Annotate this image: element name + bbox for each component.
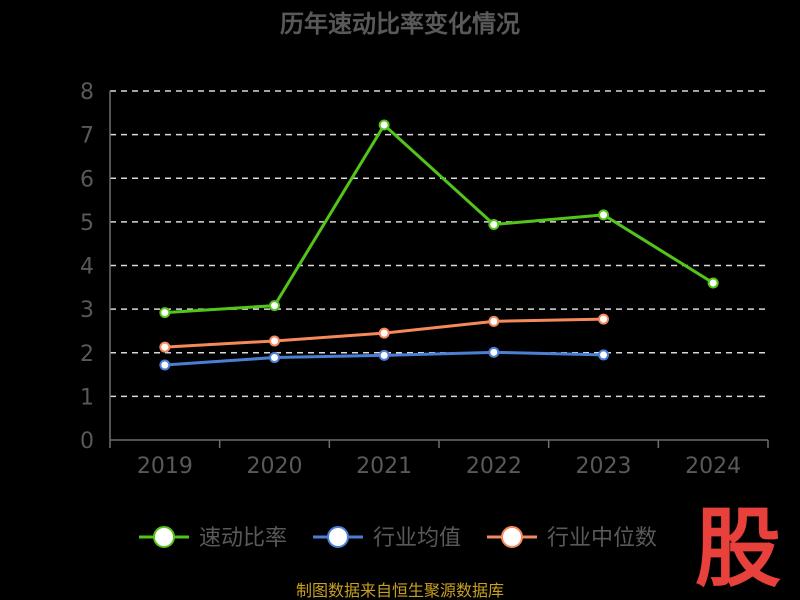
series-2 [159,346,609,371]
y-tick-label: 0 [80,429,94,454]
legend-item: 行业中位数 [487,526,657,551]
legend-marker [153,526,175,548]
data-point [378,327,390,339]
legend-item: 速动比率 [139,526,287,551]
data-point [488,218,500,230]
data-point [269,352,280,364]
legend-marker [501,526,523,548]
source-note: 制图数据来自恒生聚源数据库 [296,581,504,600]
data-point [378,349,390,361]
y-tick-label: 3 [80,298,94,323]
data-point [269,335,280,347]
y-tick-label: 4 [80,255,94,280]
series-layer [159,119,719,371]
y-axis-ticks: 0 1 2 3 4 5 6 7 8 [80,80,94,454]
x-tick-label: 2021 [356,454,412,479]
y-tick-label: 8 [80,80,94,105]
x-axis: 2019 2020 2021 2022 2023 2024 [109,91,769,479]
chart-title: 历年速动比率变化情况 [280,10,520,38]
series-line [164,123,714,315]
data-point [159,341,171,353]
data-point [598,349,609,361]
legend: 速动比率 行业均值 行业中位数 [139,526,657,551]
data-point [488,315,500,327]
legend-label: 速动比率 [199,526,287,551]
data-point [488,346,500,358]
x-tick-label: 2022 [466,454,522,479]
x-tick-label: 2019 [137,454,193,479]
y-tick-label: 5 [80,211,94,236]
y-tick-label: 6 [80,167,94,192]
series-3 [159,313,609,353]
logo: 股 [695,499,781,599]
legend-label: 行业均值 [373,526,461,551]
data-point [598,209,609,221]
data-point [378,119,390,131]
data-point [598,313,609,325]
x-tick-label: 2020 [247,454,303,479]
data-point [707,277,719,289]
x-tick-label: 2023 [576,454,632,479]
legend-marker [327,526,349,548]
x-tick-label: 2024 [685,454,741,479]
y-tick-label: 2 [80,342,94,367]
data-point [159,307,171,319]
grid [110,90,768,398]
legend-label: 行业中位数 [547,526,657,551]
data-point [159,359,171,371]
data-point [269,300,280,312]
y-tick-label: 1 [80,385,94,410]
series-1 [159,119,719,319]
y-tick-label: 7 [80,124,94,149]
legend-item: 行业均值 [313,526,461,551]
